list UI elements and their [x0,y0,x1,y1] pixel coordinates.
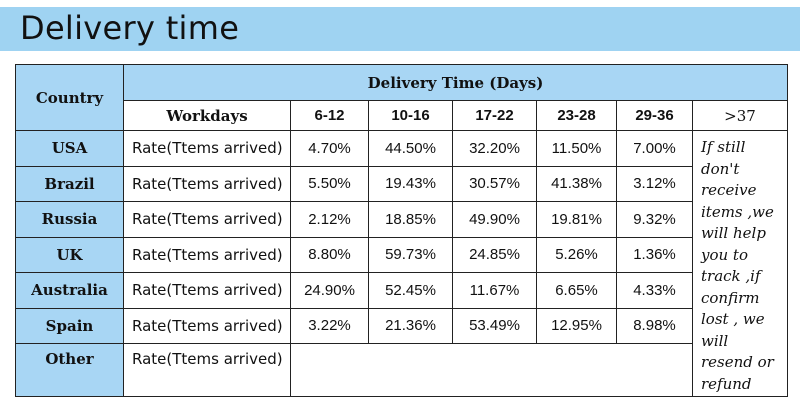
rate-label: Rate(Ttems arrived) [123,130,291,167]
range-header: 17-22 [452,100,537,132]
rate-label: Rate(Ttems arrived) [123,272,291,309]
rate-value: 59.73% [368,236,453,274]
empty-other-values [290,343,693,397]
rate-value: 41.38% [536,165,617,203]
rate-value: 32.20% [452,130,537,167]
rate-value: 49.90% [452,201,537,238]
rate-label: Rate(Ttems arrived) [123,165,291,203]
page-title: Delivery time [20,9,240,47]
rate-value: 44.50% [368,130,453,167]
country-cell: UK [15,236,124,274]
country-header: Country [15,63,124,132]
range-header: 29-36 [616,100,693,132]
range-header: 23-28 [536,100,617,132]
rate-value: 5.26% [536,236,617,274]
range-header: 10-16 [368,100,453,132]
rate-value: 1.36% [616,236,693,274]
range-header: 6-12 [290,100,369,132]
rate-value: 11.67% [452,272,537,309]
table-row-other: Other Rate(Ttems arrived) [15,343,788,397]
table-row: Spain Rate(Ttems arrived) 3.22% 21.36% 5… [15,307,788,345]
rate-value: 52.45% [368,272,453,309]
rate-value: 11.50% [536,130,617,167]
range-header-over-37: >37 [692,100,788,132]
delivery-note: If still don't receive items ,we will he… [692,130,788,397]
rate-value: 5.50% [290,165,369,203]
title-banner: Delivery time [0,7,800,51]
rate-value: 24.90% [290,272,369,309]
rate-value: 24.85% [452,236,537,274]
rate-value: 19.43% [368,165,453,203]
rate-value: 2.12% [290,201,369,238]
country-cell: Russia [15,201,124,238]
rate-label: Rate(Ttems arrived) [123,343,291,397]
table-row: Brazil Rate(Ttems arrived) 5.50% 19.43% … [15,165,788,203]
rate-value: 4.70% [290,130,369,167]
rate-value: 4.33% [616,272,693,309]
country-cell: Brazil [15,165,124,203]
table-row: USA Rate(Ttems arrived) 4.70% 44.50% 32.… [15,130,788,397]
rate-label: Rate(Ttems arrived) [123,236,291,274]
rate-value: 6.65% [536,272,617,309]
table-row: Russia Rate(Ttems arrived) 2.12% 18.85% … [15,201,788,238]
rate-value: 3.22% [290,307,369,345]
rate-value: 12.95% [536,307,617,345]
rate-value: 3.12% [616,165,693,203]
rate-value: 19.81% [536,201,617,238]
rate-value: 53.49% [452,307,537,345]
rate-value: 9.32% [616,201,693,238]
country-cell: Other [15,343,124,397]
workdays-label: Workdays [123,100,291,132]
rate-value: 21.36% [368,307,453,345]
country-cell: USA [15,130,124,167]
table-row: UK Rate(Ttems arrived) 8.80% 59.73% 24.8… [15,236,788,274]
table-row: Australia Rate(Ttems arrived) 24.90% 52.… [15,272,788,309]
delivery-time-header: Delivery Time (Days) [123,63,788,102]
delivery-time-table: Country Delivery Time (Days) Workdays 6-… [15,63,788,397]
rate-value: 8.98% [616,307,693,345]
country-cell: Spain [15,307,124,345]
country-cell: Australia [15,272,124,309]
rate-value: 18.85% [368,201,453,238]
rate-label: Rate(Ttems arrived) [123,201,291,238]
rate-label: Rate(Ttems arrived) [123,307,291,345]
rate-value: 8.80% [290,236,369,274]
rate-value: 30.57% [452,165,537,203]
rate-value: 7.00% [616,130,693,167]
